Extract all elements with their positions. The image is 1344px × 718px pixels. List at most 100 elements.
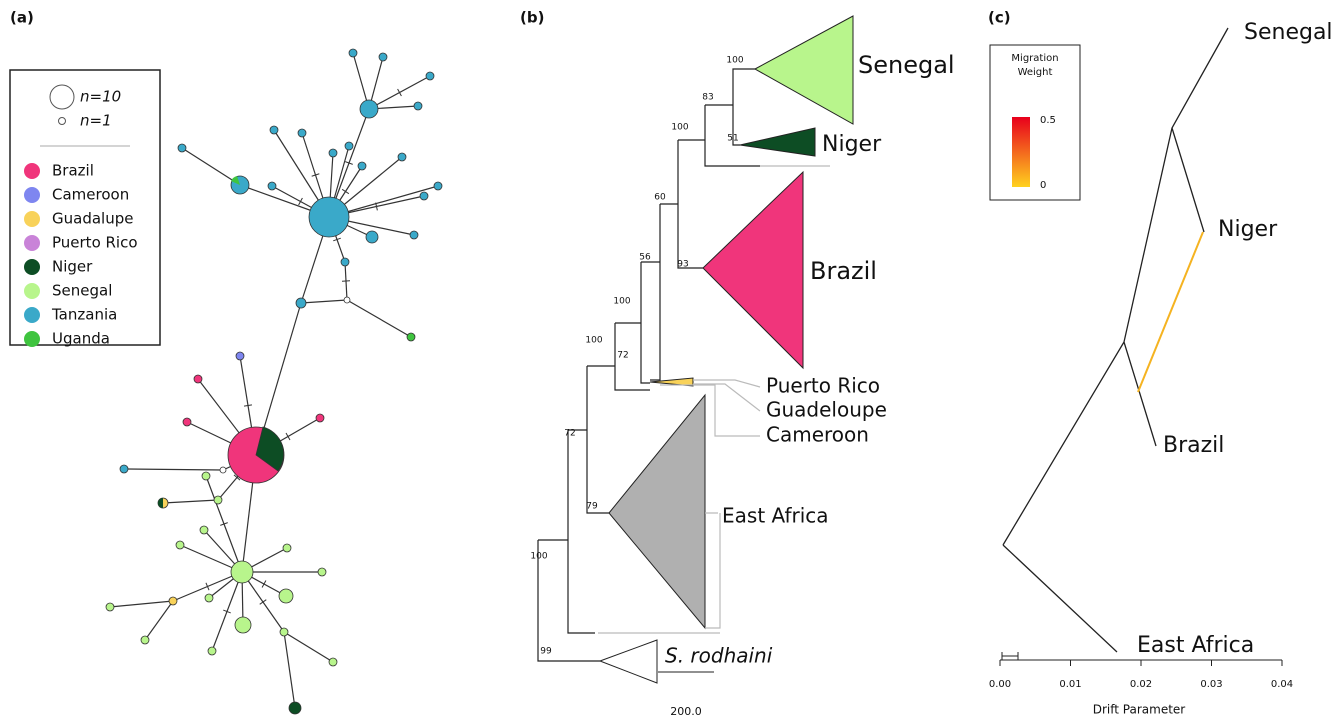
haplotype-node: [359, 99, 379, 119]
clade-label: Cameroon: [766, 423, 869, 447]
clade-label: East Africa: [722, 504, 829, 528]
legend-swatch: [24, 331, 40, 347]
haplotype-node: [279, 627, 289, 637]
haplotype-node: [201, 471, 211, 481]
haplotype-node: [340, 257, 350, 267]
clade-triangle: [702, 170, 804, 370]
x-tick-label: 0.02: [1130, 679, 1152, 690]
clade-label: Brazil: [810, 257, 877, 285]
legend-size-label: n=1: [80, 112, 112, 130]
network-edge: [352, 52, 370, 110]
bootstrap-value: 100: [585, 336, 602, 346]
haplotype-node: [425, 71, 435, 81]
haplotype-node: [409, 230, 419, 240]
haplotype-node: [413, 101, 423, 111]
clade-label: Senegal: [858, 51, 955, 79]
clade-label: Guadeloupe: [766, 398, 887, 422]
haplotype-node: [297, 128, 307, 138]
haplotype-node: [295, 297, 307, 309]
haplotype-node: [267, 181, 277, 191]
panel-label: (c): [988, 9, 1011, 27]
clade-label: Niger: [822, 132, 882, 157]
haplotype-node: [433, 181, 443, 191]
clade-triangle: [753, 15, 854, 125]
bootstrap-value: 100: [671, 123, 688, 133]
mutation-tick: [298, 197, 303, 206]
migration-legend-box: [989, 44, 1081, 201]
migration-edge: [1137, 231, 1204, 393]
panel-label: (a): [10, 9, 34, 27]
population-label: Niger: [1218, 217, 1278, 242]
legend-swatch: [24, 187, 40, 203]
haplotype-node: [317, 567, 327, 577]
haplotype-node: [168, 596, 178, 606]
network-edge: [181, 147, 241, 186]
haplotype-node: [288, 701, 302, 715]
legend-tick: 0.5: [1040, 115, 1056, 126]
network-edge: [283, 631, 296, 709]
bootstrap-value: 56: [639, 253, 651, 263]
haplotype-node: [230, 560, 254, 584]
haplotype-node: [365, 230, 379, 244]
x-tick-label: 0.04: [1271, 679, 1293, 690]
bootstrap-value: 100: [726, 56, 743, 66]
legend-title: Migration: [1011, 53, 1058, 64]
legend-swatch: [24, 211, 40, 227]
legend-tick: 0: [1040, 180, 1046, 191]
mutation-tick: [205, 582, 210, 591]
mutation-tick: [285, 432, 291, 441]
bootstrap-value: 72: [617, 351, 628, 361]
haplotype-node: [282, 543, 292, 553]
haplotype-node: [419, 191, 429, 201]
uganda-wedge: [231, 176, 240, 185]
haplotype-node: [234, 616, 252, 634]
network-edge: [346, 299, 412, 338]
bootstrap-value: 72: [564, 429, 575, 439]
legend-entry: Tanzania: [51, 306, 117, 324]
mutation-tick: [243, 404, 253, 407]
haplotype-node: [219, 466, 227, 474]
mutation-tick: [397, 88, 402, 97]
legend-entry: Guadalupe: [52, 210, 133, 228]
haplotype-node: [175, 540, 185, 550]
legend-entry: Brazil: [52, 162, 94, 180]
x-tick-label: 0.00: [989, 679, 1011, 690]
scale-label: 200.0: [670, 705, 702, 718]
network-edge: [144, 600, 174, 641]
legend-size-label: n=10: [80, 88, 121, 106]
population-label: East Africa: [1137, 633, 1254, 658]
haplotype-node: [328, 148, 338, 158]
haplotype-node: [193, 374, 203, 384]
mutation-tick: [375, 202, 378, 211]
haplotype-node: [269, 125, 279, 135]
mutation-tick: [311, 173, 320, 177]
network-edge: [123, 468, 224, 471]
haplotype-node: [278, 588, 294, 604]
legend-size-large: [49, 84, 75, 110]
clade-triangle: [608, 393, 706, 630]
network-edge: [109, 600, 174, 608]
network-edge: [162, 499, 219, 504]
drift-scale: [1001, 652, 1019, 660]
bootstrap-value: 83: [702, 93, 713, 103]
panel-label: (b): [520, 9, 544, 27]
clade-triangle: [739, 127, 816, 157]
x-axis-label: Drift Parameter: [1093, 703, 1186, 717]
network-edge: [283, 631, 334, 663]
tree-branches: [537, 68, 760, 662]
legend-title: Weight: [1018, 67, 1053, 78]
legend-swatch: [24, 259, 40, 275]
haplotype-node: [328, 657, 338, 667]
bootstrap-value: 51: [727, 134, 738, 144]
network-edge: [300, 299, 348, 304]
mutation-tick: [333, 237, 341, 242]
bootstrap-value: 93: [677, 260, 688, 270]
haplotype-node: [204, 593, 214, 603]
mutation-tick: [261, 580, 267, 588]
legend-box: [9, 69, 161, 346]
haplotype-node: [177, 143, 187, 153]
haplotype-node: [406, 332, 416, 342]
haplotype-node: [182, 417, 192, 427]
niger-wedge: [255, 426, 285, 472]
population-label: Brazil: [1163, 433, 1224, 458]
